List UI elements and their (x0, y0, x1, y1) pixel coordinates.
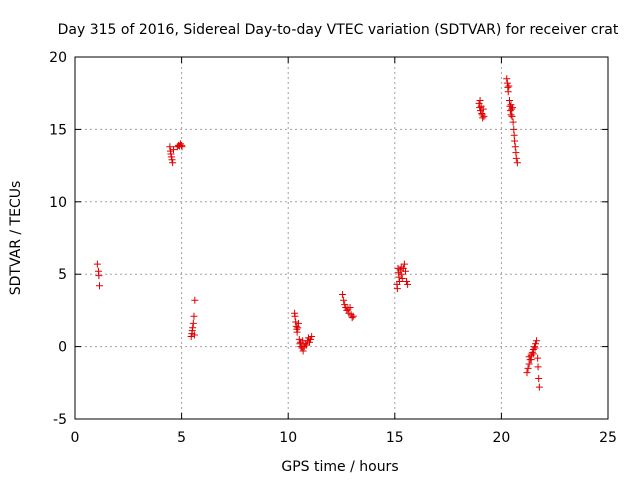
plot-area-border (74, 56, 609, 420)
data-point-marker (166, 143, 174, 151)
x-tick-label: 15 (386, 430, 404, 446)
data-point-marker (169, 159, 177, 167)
data-point-marker (523, 369, 531, 377)
data-point-marker (530, 343, 538, 351)
data-point-marker (295, 335, 303, 343)
data-point-marker (189, 324, 197, 332)
data-points (93, 75, 543, 391)
data-point-marker (503, 75, 511, 83)
data-point-marker (340, 296, 348, 304)
y-axis-label: SDTVAR / TECUs (8, 181, 24, 296)
data-point-marker (535, 383, 543, 391)
data-point-marker (403, 277, 411, 285)
data-point-marker (505, 82, 513, 90)
data-point-marker (291, 312, 299, 320)
data-point-marker (302, 341, 310, 349)
data-point-marker (534, 354, 542, 362)
data-point-marker (476, 96, 484, 104)
data-point-marker (535, 374, 543, 382)
data-point-marker (169, 146, 177, 154)
data-point-marker (528, 348, 536, 356)
data-point-marker (191, 296, 199, 304)
data-point-marker (508, 105, 516, 113)
data-point-marker (339, 290, 347, 298)
data-point-marker (533, 337, 541, 345)
data-point-marker (96, 282, 104, 290)
data-point-marker (178, 143, 186, 151)
x-tick-label: 25 (599, 430, 617, 446)
y-tick-label: -5 (53, 412, 67, 428)
y-tick-label: 10 (49, 195, 67, 211)
data-point-marker (531, 344, 539, 352)
data-point-marker (401, 267, 409, 275)
data-point-marker (308, 332, 316, 340)
data-point-marker (177, 140, 185, 148)
x-tick-label: 20 (492, 430, 510, 446)
data-point-marker (346, 304, 354, 312)
data-point-marker (397, 270, 405, 278)
data-point-marker (397, 263, 405, 271)
data-point-marker (396, 266, 404, 274)
data-point-marker (294, 319, 302, 327)
data-point-marker (299, 337, 307, 345)
data-point-marker (534, 363, 542, 371)
grid-lines (75, 57, 608, 419)
y-tick-label: 20 (49, 50, 67, 66)
data-point-marker (508, 104, 516, 112)
data-point-marker (187, 332, 195, 340)
data-point-marker (479, 105, 487, 113)
data-point-marker (167, 153, 175, 161)
data-point-marker (479, 114, 487, 122)
data-point-marker (508, 112, 516, 120)
data-point-marker (307, 335, 315, 343)
x-tick-label: 5 (177, 430, 186, 446)
chart-title: Day 315 of 2016, Sidereal Day-to-day VTE… (58, 22, 619, 38)
data-point-marker (395, 277, 403, 285)
data-point-marker (349, 312, 357, 320)
data-point-marker (504, 88, 512, 96)
data-point-marker (299, 347, 307, 355)
x-tick-label: 10 (279, 430, 297, 446)
data-point-marker (507, 111, 515, 119)
data-point-marker (400, 260, 408, 268)
x-tick-label: 0 (71, 430, 80, 446)
y-tick-label: 5 (58, 267, 67, 283)
data-point-marker (513, 159, 521, 167)
data-point-marker (529, 350, 537, 358)
data-point-marker (507, 101, 515, 109)
data-point-marker (294, 324, 302, 332)
data-point-marker (93, 260, 101, 268)
data-point-marker (476, 104, 484, 112)
data-point-marker (511, 137, 519, 145)
data-point-marker (95, 272, 103, 280)
x-axis-label: GPS time / hours (281, 459, 398, 475)
data-point-marker (525, 360, 533, 368)
data-point-marker (393, 285, 401, 293)
data-point-marker (189, 319, 197, 327)
data-point-marker (190, 312, 198, 320)
data-point-marker (168, 156, 176, 164)
data-point-marker (341, 301, 349, 309)
data-point-marker (524, 364, 532, 372)
data-point-marker (527, 356, 535, 364)
data-point-marker (511, 143, 519, 151)
data-point-marker (348, 314, 356, 322)
data-point-marker (404, 280, 412, 288)
y-tick-label: 0 (58, 340, 67, 356)
data-point-marker (293, 328, 301, 336)
data-point-marker (512, 154, 520, 162)
data-point-marker (190, 331, 198, 339)
y-tick-label: 15 (49, 122, 67, 138)
data-point-marker (480, 112, 488, 120)
data-point-marker (509, 118, 517, 126)
data-point-marker (306, 338, 314, 346)
